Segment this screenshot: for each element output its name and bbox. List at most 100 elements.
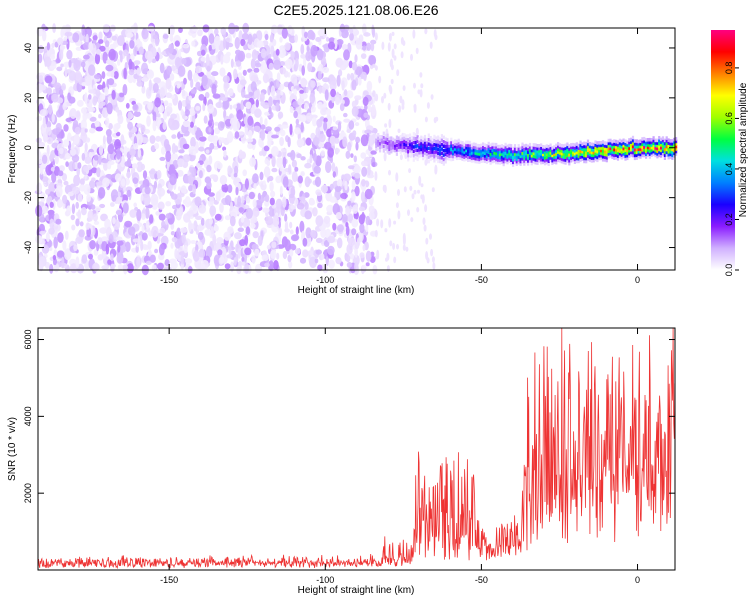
heatmap-cell <box>560 149 563 153</box>
heatmap-cell <box>611 145 614 149</box>
heatmap-cell <box>601 152 605 156</box>
heatmap-cell <box>467 143 470 148</box>
heatmap-cell <box>493 156 496 160</box>
heatmap-cell <box>579 155 582 159</box>
heatmap-cell <box>175 209 182 221</box>
heatmap-cell <box>628 151 631 156</box>
heatmap-cell <box>433 150 436 155</box>
heatmap-cell <box>624 142 627 146</box>
heatmap-cell <box>435 139 438 144</box>
heatmap-cell <box>639 150 642 154</box>
heatmap-cell <box>56 66 63 72</box>
heatmap-cell <box>412 158 415 162</box>
heatmap-cell <box>243 44 248 51</box>
heatmap-cell <box>169 34 174 42</box>
heatmap-cell <box>575 159 578 164</box>
heatmap-cell <box>532 157 535 161</box>
heatmap-cell <box>99 45 106 52</box>
heatmap-cell <box>42 116 46 129</box>
heatmap-cell <box>480 151 483 156</box>
heatmap-cell <box>252 198 257 208</box>
heatmap-cell <box>401 142 404 147</box>
heatmap-cell <box>590 148 593 152</box>
heatmap-cell <box>360 53 367 59</box>
heatmap-cell <box>241 32 249 40</box>
heatmap-cell <box>170 113 178 120</box>
heatmap-cell <box>633 153 636 158</box>
heatmap-cell <box>354 122 360 127</box>
heatmap-cell <box>347 141 352 152</box>
heatmap-cell <box>317 264 323 271</box>
heatmap-cell <box>626 148 629 153</box>
heatmap-cell <box>415 47 419 55</box>
heatmap-cell <box>107 143 115 155</box>
heatmap-cell <box>607 144 610 148</box>
heatmap-cell <box>600 156 603 161</box>
heatmap-cell <box>233 120 241 131</box>
heatmap-cell <box>115 209 122 216</box>
heatmap-cell <box>304 210 313 220</box>
heatmap-cell <box>437 143 440 148</box>
heatmap-cell <box>327 147 335 158</box>
heatmap-cell <box>351 79 357 91</box>
heatmap-cell <box>412 136 415 141</box>
heatmap-cell <box>379 145 382 149</box>
heatmap-cell <box>624 145 627 149</box>
heatmap-cell <box>639 144 642 149</box>
heatmap-cell <box>420 135 423 140</box>
heatmap-cell <box>478 160 481 164</box>
heatmap-cell <box>631 153 635 158</box>
heatmap-cell <box>444 159 447 164</box>
heatmap-cell <box>403 145 406 149</box>
heatmap-cell <box>562 147 565 151</box>
heatmap-cell <box>303 103 309 111</box>
heatmap-cell <box>221 96 228 102</box>
heatmap-cell <box>605 158 608 163</box>
heatmap-cell <box>534 158 537 162</box>
heatmap-cell <box>442 157 445 162</box>
heatmap-cell <box>122 202 129 214</box>
heatmap-cell <box>570 153 573 158</box>
heatmap-cell <box>262 73 269 84</box>
heatmap-cell <box>431 143 434 148</box>
heatmap-cell <box>335 212 342 220</box>
heatmap-cell <box>397 189 400 196</box>
heatmap-cell <box>656 138 659 143</box>
heatmap-cell <box>545 155 548 159</box>
heatmap-cell <box>329 135 337 146</box>
heatmap-cell <box>633 139 636 143</box>
heatmap-cell <box>185 258 193 264</box>
heatmap-cell <box>530 148 533 153</box>
heatmap-cell <box>433 134 436 139</box>
heatmap-cell <box>667 144 670 148</box>
heatmap-cell <box>259 140 264 148</box>
heatmap-cell <box>384 228 388 233</box>
heatmap-cell <box>485 157 488 161</box>
heatmap-cell <box>338 69 343 77</box>
heatmap-cell <box>495 145 498 150</box>
heatmap-cell <box>200 56 207 62</box>
heatmap-cell <box>429 233 432 240</box>
heatmap-cell <box>573 149 576 153</box>
heatmap-cell <box>346 73 351 81</box>
heatmap-cell <box>437 151 440 156</box>
heatmap-cell <box>654 143 657 148</box>
heatmap-cell <box>300 53 306 59</box>
heatmap-cell <box>577 159 580 164</box>
heatmap-cell <box>446 156 449 161</box>
heatmap-cell <box>102 177 110 188</box>
heatmap-cell <box>88 89 96 94</box>
heatmap-cell <box>423 148 427 152</box>
heatmap-cell <box>128 131 133 139</box>
heatmap-cell <box>163 100 169 107</box>
heatmap-cell <box>392 242 396 250</box>
heatmap-cell <box>158 243 165 256</box>
heatmap-cell <box>455 139 458 144</box>
heatmap-cell <box>280 129 286 137</box>
heatmap-cell <box>130 53 135 61</box>
heatmap-cell <box>249 157 256 167</box>
heatmap-cell <box>310 229 317 239</box>
heatmap-cell <box>645 149 648 154</box>
heatmap-cell <box>110 71 115 78</box>
heatmap-cell <box>63 124 69 132</box>
